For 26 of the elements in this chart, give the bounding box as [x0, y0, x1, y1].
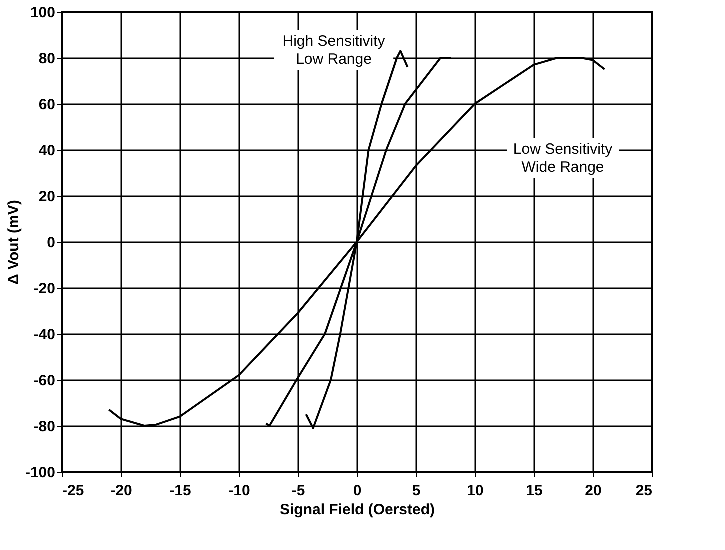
x-tick-label: -15	[170, 482, 192, 500]
y-tick-label: 0	[47, 234, 56, 252]
x-tick-label: -5	[292, 482, 306, 500]
y-tick-label: 40	[38, 142, 56, 160]
y-tick-label: 20	[38, 188, 56, 206]
annotation: High Sensitivity Low Range	[282, 33, 386, 68]
x-axis-title: Signal Field (Oersted)	[280, 502, 436, 518]
y-tick-label: -80	[34, 418, 56, 436]
y-tick-label: -40	[34, 326, 56, 344]
x-tick-label: -25	[62, 482, 84, 500]
x-tick-label: 5	[412, 482, 421, 500]
y-tick-label: -60	[34, 372, 56, 390]
y-tick-label: 80	[38, 50, 56, 68]
y-tick-label: 60	[38, 96, 56, 114]
y-tick-label: -100	[25, 464, 56, 482]
x-tick-label: 25	[636, 482, 652, 500]
x-tick-label: 10	[467, 482, 484, 500]
x-tick-label: -20	[110, 482, 132, 500]
x-tick-label: -10	[228, 482, 250, 500]
y-tick-label: -20	[34, 280, 56, 298]
y-tick-label: 100	[30, 4, 56, 22]
annotation: Low Sensitivity Wide Range	[513, 141, 614, 176]
x-tick-label: 15	[526, 482, 543, 500]
y-axis-title: Δ Vout (mV)	[5, 200, 22, 285]
x-tick-label: 0	[353, 482, 362, 500]
x-tick-label: 20	[585, 482, 602, 500]
